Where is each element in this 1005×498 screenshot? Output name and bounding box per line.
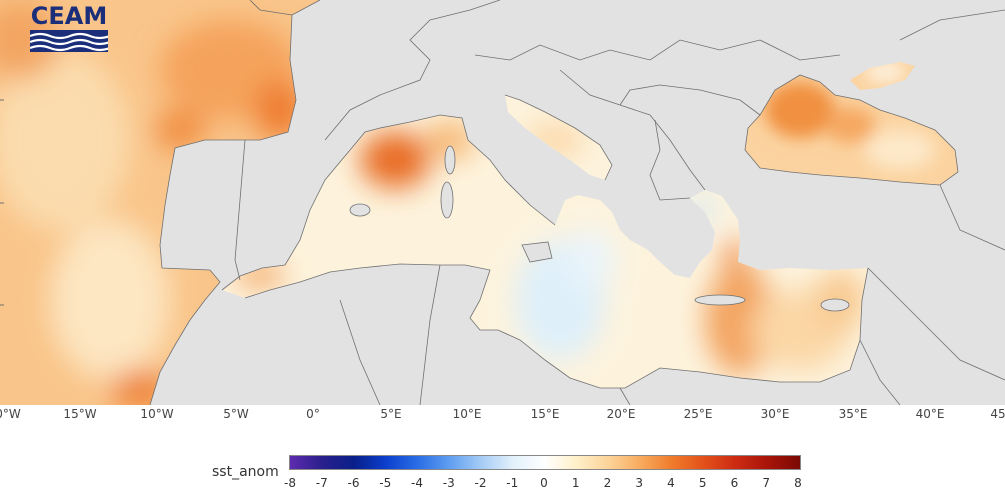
longitude-label: 15°E xyxy=(530,407,560,421)
islands xyxy=(349,145,850,312)
map-frame-ticks xyxy=(0,99,4,306)
longitude-label: 0°W xyxy=(0,407,21,421)
longitude-label: 30°E xyxy=(760,407,790,421)
longitude-label: 25°E xyxy=(683,407,713,421)
legend-tick-label: 7 xyxy=(762,476,771,490)
legend-tick-label: 3 xyxy=(635,476,644,490)
longitude-label: 5°E xyxy=(380,407,402,421)
legend-tick-label: 1 xyxy=(571,476,580,490)
longitude-label: 10°W xyxy=(140,407,174,421)
longitude-label: 10°E xyxy=(452,407,482,421)
legend-tick-label: -2 xyxy=(474,476,487,490)
legend-tick-label: -6 xyxy=(347,476,360,490)
legend-title: sst_anom xyxy=(212,464,279,480)
legend-tick-label: -4 xyxy=(411,476,423,490)
legend-tick-label: 6 xyxy=(730,476,739,490)
longitude-label: 5°W xyxy=(223,407,249,421)
legend-tick-label: 8 xyxy=(794,476,802,490)
legend-tick-label: 5 xyxy=(698,476,707,490)
longitude-label: 20°E xyxy=(606,407,636,421)
legend-tick-label: -1 xyxy=(506,476,519,490)
longitude-label: 0° xyxy=(306,407,320,421)
longitude-axis: 0°W 15°W 10°W 5°W 0° 5°E 10°E 15°E 20°E 25°E 30°E 3… xyxy=(0,405,1005,427)
legend-tick-label: -3 xyxy=(442,476,455,490)
black-sea-sst-field xyxy=(745,62,958,185)
legend-tick-label: 0 xyxy=(540,476,548,490)
map-canvas xyxy=(0,0,1005,405)
legend-tick-label: 4 xyxy=(667,476,675,490)
logo-text: CEAM xyxy=(30,2,108,30)
sst-anomaly-map: CEAM xyxy=(0,0,1005,405)
longitude-label: 35°E xyxy=(838,407,868,421)
legend-tick-label: -7 xyxy=(315,476,328,490)
legend-gradient-bar xyxy=(289,455,801,470)
ceam-logo: CEAM xyxy=(28,3,110,53)
legend-tick-label: 2 xyxy=(603,476,612,490)
legend-tick-label: -5 xyxy=(379,476,392,490)
longitude-label: 15°W xyxy=(63,407,97,421)
longitude-label: 45 xyxy=(990,407,1005,421)
longitude-label: 40°E xyxy=(915,407,945,421)
country-borders xyxy=(149,0,1005,405)
logo-waves-icon xyxy=(30,30,108,52)
colorbar-legend: sst_anom -8 -7 -6 -5 -4 -3 -2 -1 0 1 2 3 4 5 6 7 8 xyxy=(0,440,1005,498)
atlantic-sst-field xyxy=(0,0,320,405)
legend-tick-label: -8 xyxy=(284,476,296,490)
